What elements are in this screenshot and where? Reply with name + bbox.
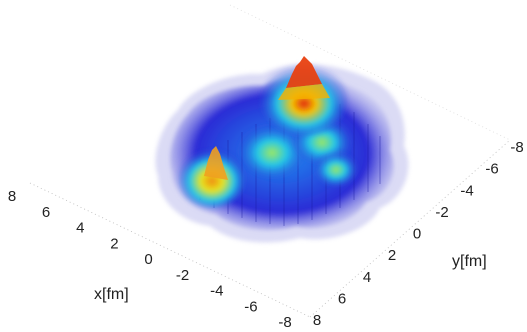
- x-tick-label: -8: [278, 314, 291, 331]
- peak-top-shoulder: [278, 84, 330, 100]
- peak-top: [286, 56, 322, 88]
- hill-right-lower: [314, 150, 358, 186]
- y-tick-label: -8: [510, 139, 523, 156]
- y-tick-label: -2: [435, 204, 448, 221]
- y-tick-label: 4: [363, 269, 371, 286]
- x-tick-label: 2: [110, 235, 118, 252]
- peak-left-base: [178, 148, 246, 208]
- y-tick-label: 2: [388, 247, 396, 264]
- x-tick-label: 0: [144, 251, 152, 268]
- peak-top-base: [260, 64, 348, 136]
- y-tick-label: 6: [338, 290, 346, 307]
- x-tick-label: -4: [210, 283, 223, 300]
- y-tick-label: 0: [413, 226, 421, 243]
- x-tick-label: -6: [244, 298, 257, 315]
- y-tick-label: -6: [485, 161, 498, 178]
- y-tick-label: 8: [313, 312, 321, 329]
- x-axis-label: x[fm]: [94, 286, 129, 303]
- x-tick-label: 4: [76, 220, 84, 237]
- hill-center: [238, 122, 306, 178]
- x-tick-label: 6: [42, 204, 50, 221]
- x-tick-label: 8: [8, 188, 16, 205]
- x-axis-ticks: 8 6 4 2 0 -2 -4 -6 -8: [8, 188, 292, 331]
- surface: [155, 56, 409, 243]
- box-edge: [309, 139, 511, 318]
- y-axis-label: y[fm]: [452, 253, 487, 270]
- peak-left: [204, 146, 228, 180]
- x-tick-label: -2: [176, 267, 189, 284]
- y-tick-label: -4: [460, 182, 473, 199]
